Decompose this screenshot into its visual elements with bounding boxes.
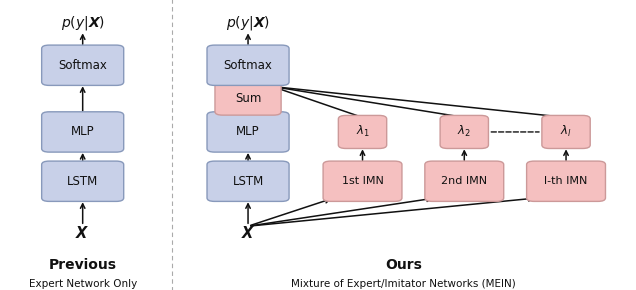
Text: Sum: Sum <box>235 92 261 105</box>
FancyBboxPatch shape <box>542 115 590 148</box>
Text: $p(y|\boldsymbol{X})$: $p(y|\boldsymbol{X})$ <box>226 14 270 32</box>
FancyBboxPatch shape <box>42 161 123 201</box>
Text: Expert Network Only: Expert Network Only <box>29 279 137 289</box>
FancyBboxPatch shape <box>42 45 123 85</box>
Text: $\lambda_l$: $\lambda_l$ <box>560 124 572 139</box>
Text: LSTM: LSTM <box>67 175 99 188</box>
Text: $\boldsymbol{X}$: $\boldsymbol{X}$ <box>241 225 255 242</box>
Text: Softmax: Softmax <box>224 59 272 72</box>
FancyBboxPatch shape <box>207 112 289 152</box>
FancyBboxPatch shape <box>207 161 289 201</box>
FancyBboxPatch shape <box>323 161 402 201</box>
Text: 1st IMN: 1st IMN <box>342 176 384 186</box>
FancyBboxPatch shape <box>42 112 123 152</box>
Text: LSTM: LSTM <box>232 175 264 188</box>
FancyBboxPatch shape <box>215 82 281 115</box>
Text: $\boldsymbol{X}$: $\boldsymbol{X}$ <box>76 225 90 242</box>
FancyBboxPatch shape <box>338 115 387 148</box>
Text: $\lambda_2$: $\lambda_2$ <box>457 124 471 139</box>
Text: $\lambda_1$: $\lambda_1$ <box>356 124 370 139</box>
Text: Ours: Ours <box>385 258 422 272</box>
Text: Mixture of Expert/Imitator Networks (MEIN): Mixture of Expert/Imitator Networks (MEI… <box>291 279 516 289</box>
Text: Previous: Previous <box>49 258 116 272</box>
Text: l-th IMN: l-th IMN <box>544 176 588 186</box>
Text: 2nd IMN: 2nd IMN <box>441 176 487 186</box>
Text: $p(y|\boldsymbol{X})$: $p(y|\boldsymbol{X})$ <box>60 14 105 32</box>
Text: MLP: MLP <box>236 126 260 138</box>
Text: Softmax: Softmax <box>59 59 107 72</box>
FancyBboxPatch shape <box>207 45 289 85</box>
FancyBboxPatch shape <box>440 115 488 148</box>
FancyBboxPatch shape <box>527 161 605 201</box>
Text: MLP: MLP <box>71 126 95 138</box>
FancyBboxPatch shape <box>425 161 504 201</box>
